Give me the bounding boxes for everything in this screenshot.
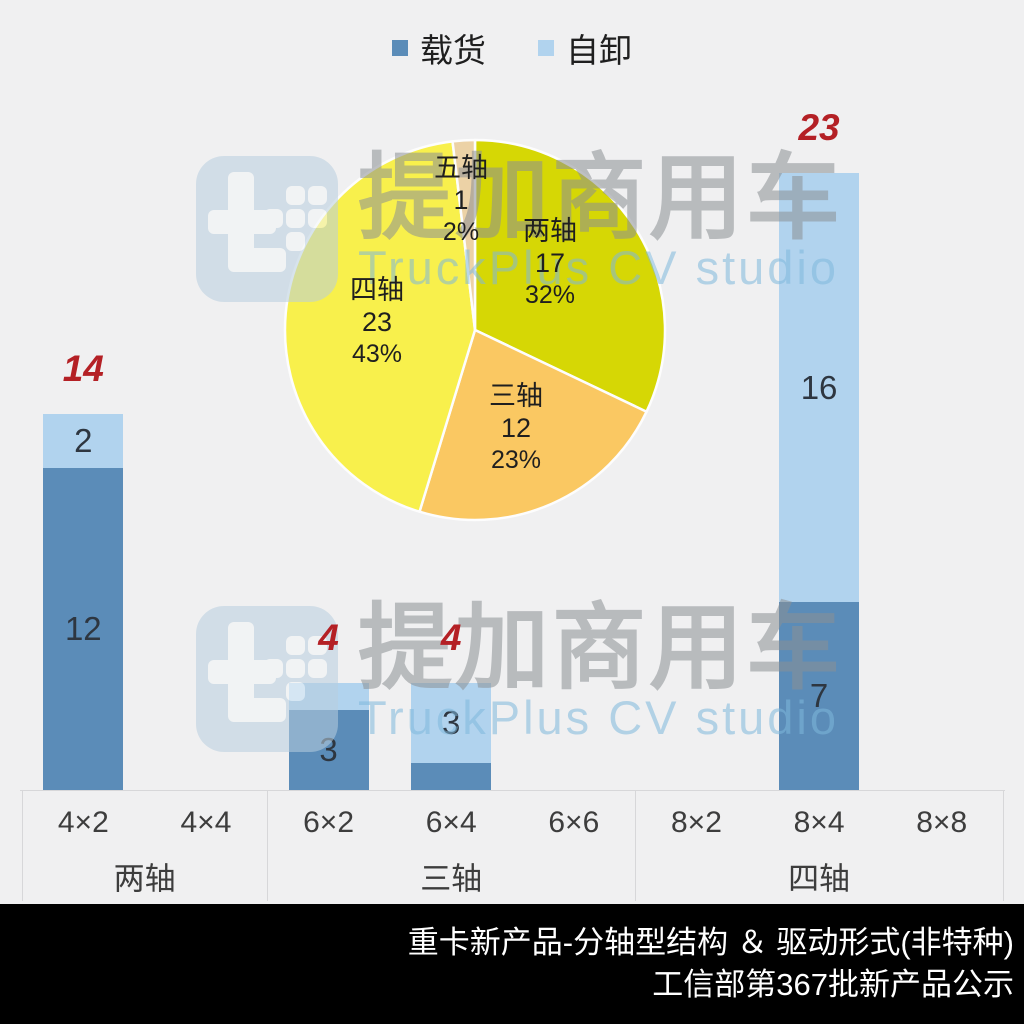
footer-bar: 重卡新产品-分轴型结构 ＆ 驱动形式(非特种) 工信部第367批新产品公示 [0, 904, 1024, 1024]
bar-total-label-6x2: 4 [318, 616, 339, 658]
axis-category-6x6: 6×6 [548, 806, 600, 839]
axis-category-4x4: 4×4 [180, 806, 232, 839]
axis-group-1: 三轴 [420, 861, 483, 897]
pie-label-value: 1 [453, 185, 469, 215]
pie-label-pct: 32% [524, 281, 576, 309]
pie-label-pct: 2% [442, 218, 480, 246]
bar-segment-label-4x2-cargo: 12 [64, 610, 102, 648]
pie-label-3: 五轴 1 2% [434, 152, 488, 248]
legend: 载货 自卸 [0, 24, 1024, 72]
pie-slice-1 [418, 328, 648, 522]
bar-segment-8x4-dump [779, 172, 860, 603]
axis-category-8x4: 8×4 [793, 806, 845, 839]
legend-item-cargo: 载货 [392, 24, 486, 72]
pie-label-pct: 43% [351, 340, 403, 368]
bar-total-label-4x2: 14 [62, 348, 104, 390]
bar-segment-label-8x4-cargo: 7 [809, 677, 829, 715]
pie-label-name: 两轴 [523, 216, 577, 246]
axis-divider-3 [1002, 791, 1004, 901]
axis-category-8x8: 8×8 [916, 806, 968, 839]
pie-label-value: 17 [534, 248, 566, 278]
pie-label-pct: 23% [490, 446, 542, 474]
axis-category-8x2: 8×2 [670, 806, 722, 839]
axis-divider-1 [266, 791, 268, 901]
pie-label-name: 三轴 [489, 381, 543, 411]
bar-segment-label-4x2-dump: 2 [74, 422, 93, 460]
pie-label-name: 四轴 [350, 275, 404, 305]
pie-label-name: 五轴 [434, 153, 488, 183]
axis-divider-0 [21, 791, 23, 901]
legend-item-dump: 自卸 [538, 24, 632, 72]
footer-title: 重卡新产品-分轴型结构 ＆ 驱动形式(非特种) [407, 925, 1014, 960]
pie-label-value: 12 [500, 413, 532, 443]
pie-label-1: 三轴 12 23% [489, 380, 543, 476]
bar-segment-label-6x4-dump: 3 [442, 703, 461, 741]
axis-baseline [20, 790, 1005, 791]
axis-divider-2 [634, 791, 636, 901]
footer-subtitle: 工信部第367批新产品公示 [652, 967, 1014, 1002]
legend-label-dump: 自卸 [566, 32, 632, 69]
axis-group-0: 两轴 [113, 861, 176, 897]
legend-label-cargo: 载货 [420, 32, 486, 69]
axis-group-2: 四轴 [788, 861, 851, 897]
axis-category-6x2: 6×2 [303, 806, 355, 839]
bar-segment-6x4-cargo [411, 763, 492, 790]
legend-swatch-cargo [392, 40, 408, 56]
bar-total-label-8x4: 23 [798, 106, 840, 148]
pie-label-2: 四轴 23 43% [350, 274, 404, 370]
legend-swatch-dump [538, 40, 554, 56]
bar-segment-8x4-cargo [779, 602, 860, 790]
axis-category-4x2: 4×2 [57, 806, 109, 839]
pie-slice-3 [451, 138, 477, 332]
bar-segment-label-8x4-dump: 16 [800, 368, 838, 406]
pie-label-0: 两轴 17 32% [523, 215, 577, 311]
bar-segment-4x2-cargo [43, 468, 124, 790]
bar-segment-6x4-dump [411, 682, 492, 764]
axis-category-6x4: 6×4 [425, 806, 477, 839]
bar-total-label-6x4: 4 [440, 616, 462, 658]
bar-segment-4x2-dump [43, 414, 124, 469]
pie-label-value: 23 [361, 307, 393, 337]
pie-slice-0 [473, 138, 667, 413]
